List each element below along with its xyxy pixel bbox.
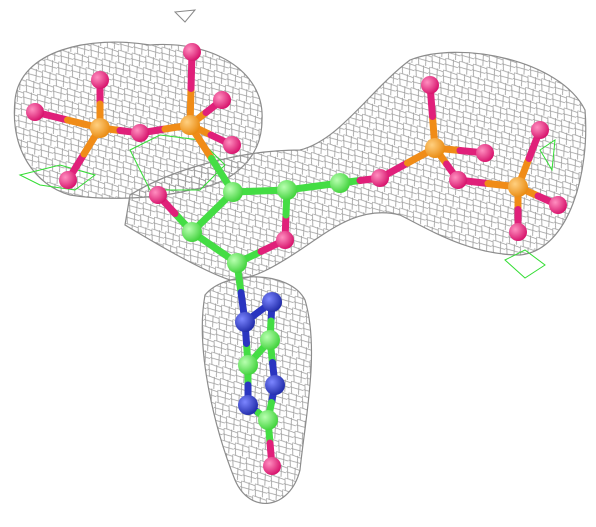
atom: [59, 171, 77, 189]
density-mesh: [13, 41, 587, 504]
atom: [449, 171, 467, 189]
atom: [276, 231, 294, 249]
atom: [227, 253, 247, 273]
difference-map: [18, 134, 556, 279]
atom: [263, 457, 281, 475]
atom: [223, 182, 243, 202]
atom: [183, 43, 201, 61]
atom: [330, 173, 350, 193]
atom: [421, 76, 439, 94]
atom: [277, 180, 297, 200]
atom: [476, 144, 494, 162]
atom: [509, 223, 527, 241]
atom: [131, 124, 149, 142]
atom: [223, 136, 241, 154]
green-mesh: [129, 134, 226, 191]
atom: [149, 186, 167, 204]
atom: [425, 138, 445, 158]
atom: [258, 410, 278, 430]
atom: [265, 375, 285, 395]
atom: [260, 330, 280, 350]
atom: [180, 115, 200, 135]
mesh-blob: [201, 276, 313, 504]
atom: [182, 222, 202, 242]
atom: [549, 196, 567, 214]
atom: [26, 103, 44, 121]
green-mesh: [18, 164, 97, 191]
atom: [238, 395, 258, 415]
atom: [238, 355, 258, 375]
atom: [91, 71, 109, 89]
atom: [508, 177, 528, 197]
atoms: [26, 43, 567, 475]
mesh-fragment: [173, 9, 197, 23]
atom: [531, 121, 549, 139]
atom: [90, 118, 110, 138]
atom: [262, 292, 282, 312]
green-mesh: [504, 249, 546, 279]
mesh-blob: [124, 51, 587, 281]
green-mesh: [539, 138, 556, 172]
atom: [213, 91, 231, 109]
atom: [371, 169, 389, 187]
atom: [235, 312, 255, 332]
